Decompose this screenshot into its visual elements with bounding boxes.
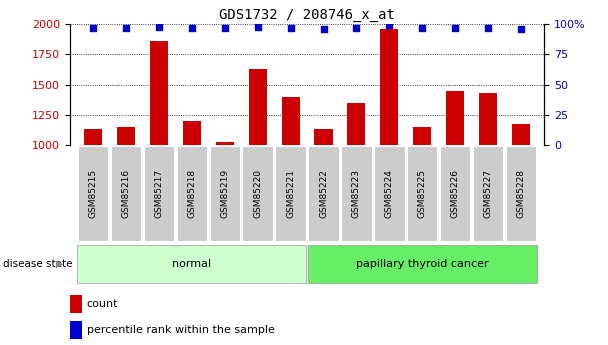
Point <box>121 25 131 30</box>
FancyBboxPatch shape <box>341 146 371 240</box>
FancyBboxPatch shape <box>407 146 437 240</box>
FancyBboxPatch shape <box>308 245 537 283</box>
Bar <box>150 41 168 145</box>
FancyBboxPatch shape <box>78 146 108 240</box>
Bar <box>479 93 497 145</box>
Point <box>483 25 493 30</box>
Bar <box>413 127 431 145</box>
Point <box>220 25 230 30</box>
FancyBboxPatch shape <box>506 146 536 240</box>
Text: GSM85219: GSM85219 <box>220 169 229 218</box>
Text: GSM85222: GSM85222 <box>319 169 328 218</box>
FancyBboxPatch shape <box>77 245 306 283</box>
Text: GSM85228: GSM85228 <box>517 169 525 218</box>
FancyBboxPatch shape <box>176 146 207 240</box>
Text: GSM85217: GSM85217 <box>154 169 164 218</box>
Text: GSM85226: GSM85226 <box>451 169 460 218</box>
Text: GSM85224: GSM85224 <box>385 169 394 218</box>
FancyBboxPatch shape <box>210 146 240 240</box>
Bar <box>249 69 267 145</box>
Text: GSM85220: GSM85220 <box>253 169 262 218</box>
FancyBboxPatch shape <box>275 146 306 240</box>
Bar <box>117 127 135 145</box>
Point <box>451 25 460 30</box>
FancyBboxPatch shape <box>308 146 339 240</box>
FancyBboxPatch shape <box>374 146 404 240</box>
Bar <box>183 121 201 145</box>
Bar <box>70 321 81 339</box>
Text: percentile rank within the sample: percentile rank within the sample <box>86 325 274 335</box>
Text: normal: normal <box>172 259 212 269</box>
FancyBboxPatch shape <box>243 146 273 240</box>
Bar <box>347 102 365 145</box>
Point <box>88 25 98 30</box>
Text: GSM85223: GSM85223 <box>352 169 361 218</box>
Bar <box>70 295 81 313</box>
Text: GSM85218: GSM85218 <box>187 169 196 218</box>
Point <box>154 24 164 29</box>
Point <box>286 25 295 30</box>
Point <box>351 25 361 30</box>
Text: disease state: disease state <box>3 259 72 269</box>
Bar <box>381 29 398 145</box>
Text: GSM85215: GSM85215 <box>89 169 97 218</box>
Bar <box>84 129 102 145</box>
FancyBboxPatch shape <box>440 146 471 240</box>
FancyBboxPatch shape <box>143 146 174 240</box>
Text: GSM85227: GSM85227 <box>484 169 492 218</box>
Text: GSM85221: GSM85221 <box>286 169 295 218</box>
Point <box>384 22 394 28</box>
Text: GSM85216: GSM85216 <box>122 169 130 218</box>
Bar <box>282 97 300 145</box>
Bar <box>314 129 333 145</box>
Point <box>253 24 263 29</box>
Text: ▶: ▶ <box>57 259 64 269</box>
Point <box>418 25 427 30</box>
Point <box>319 26 328 32</box>
Bar <box>512 124 530 145</box>
Text: papillary thyroid cancer: papillary thyroid cancer <box>356 259 489 269</box>
Bar <box>446 90 465 145</box>
FancyBboxPatch shape <box>473 146 503 240</box>
Title: GDS1732 / 208746_x_at: GDS1732 / 208746_x_at <box>219 8 395 22</box>
Bar <box>216 142 233 145</box>
Text: GSM85225: GSM85225 <box>418 169 427 218</box>
Point <box>187 25 196 30</box>
FancyBboxPatch shape <box>111 146 141 240</box>
Text: count: count <box>86 299 118 309</box>
Point <box>516 26 526 32</box>
